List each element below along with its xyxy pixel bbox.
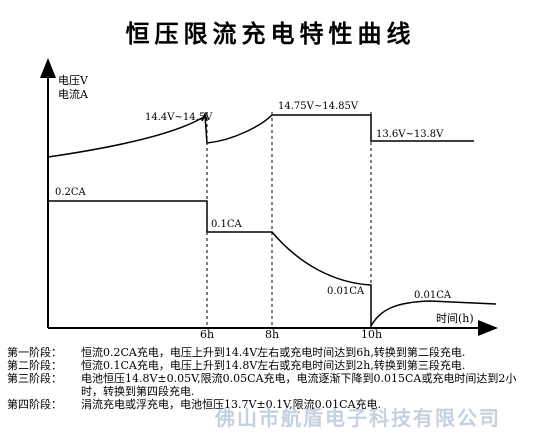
x-tick-6h: 6h xyxy=(200,328,214,341)
current-label-stage1: 0.2CA xyxy=(55,187,87,198)
stage-text: 涓流充电或浮充电，电池恒压13.7V±0.1V,限流0.01CA充电. xyxy=(81,398,382,411)
stage-text: 电池恒压14.8V±0.05V,限流0.05CA充电，电流逐渐下降到0.015C… xyxy=(81,372,517,398)
charging-curve-diagram: 电压V 电流A 时间(h) 6h 8h 10h 14.4V~14.5V 14.7… xyxy=(40,58,498,341)
voltage-label-stage3: 13.6V~13.8V xyxy=(376,129,444,140)
stage-text: 恒流0.1CA充电，电压上升到14.8V左右或充电时间达到2h,转换到第三段充电… xyxy=(81,359,466,372)
voltage-label-stage1: 14.4V~14.5V xyxy=(145,112,213,123)
stage-description-list: 第一阶段： 恒流0.2CA充电，电压上升到14.4V左右或充电时间达到6h,转换… xyxy=(7,346,537,411)
current-label-stage4: 0.01CA xyxy=(414,290,452,301)
stage-description-4: 第四阶段： 涓流充电或浮充电，电池恒压13.7V±0.1V,限流0.01CA充电… xyxy=(7,398,537,411)
stage-heading: 第二阶段： xyxy=(7,359,62,372)
stage-description-2: 第二阶段： 恒流0.1CA充电，电压上升到14.8V左右或充电时间达到2h,转换… xyxy=(7,359,537,372)
stage-text: 恒流0.2CA充电，电压上升到14.4V左右或充电时间达到6h,转换到第二段充电… xyxy=(81,346,466,359)
current-curve xyxy=(48,200,497,329)
stage-description-3: 第三阶段： 电池恒压14.8V±0.05V,限流0.05CA充电，电流逐渐下降到… xyxy=(7,372,537,398)
y-axis-label-current: 电流A xyxy=(58,87,89,101)
x-axis-label: 时间(h) xyxy=(436,312,474,325)
stage-heading: 第三阶段： xyxy=(7,372,62,385)
page-title: 恒压限流充电特性曲线 xyxy=(125,19,416,48)
stage-heading: 第一阶段： xyxy=(7,346,62,359)
voltage-label-stage2: 14.75V~14.85V xyxy=(278,101,359,112)
current-label-stage3: 0.01CA xyxy=(327,286,365,297)
voltage-peak-marker xyxy=(201,111,208,122)
x-tick-8h: 8h xyxy=(265,328,279,341)
company-watermark: 佛山市航盾电子科技有限公司 xyxy=(215,406,501,430)
stage-heading: 第四阶段： xyxy=(7,398,62,411)
y-axis-label-voltage: 电压V xyxy=(58,74,89,87)
current-label-stage2: 0.1CA xyxy=(211,219,243,230)
x-tick-10h: 10h xyxy=(361,328,382,341)
stage-description-1: 第一阶段： 恒流0.2CA充电，电压上升到14.4V左右或充电时间达到6h,转换… xyxy=(7,346,537,359)
